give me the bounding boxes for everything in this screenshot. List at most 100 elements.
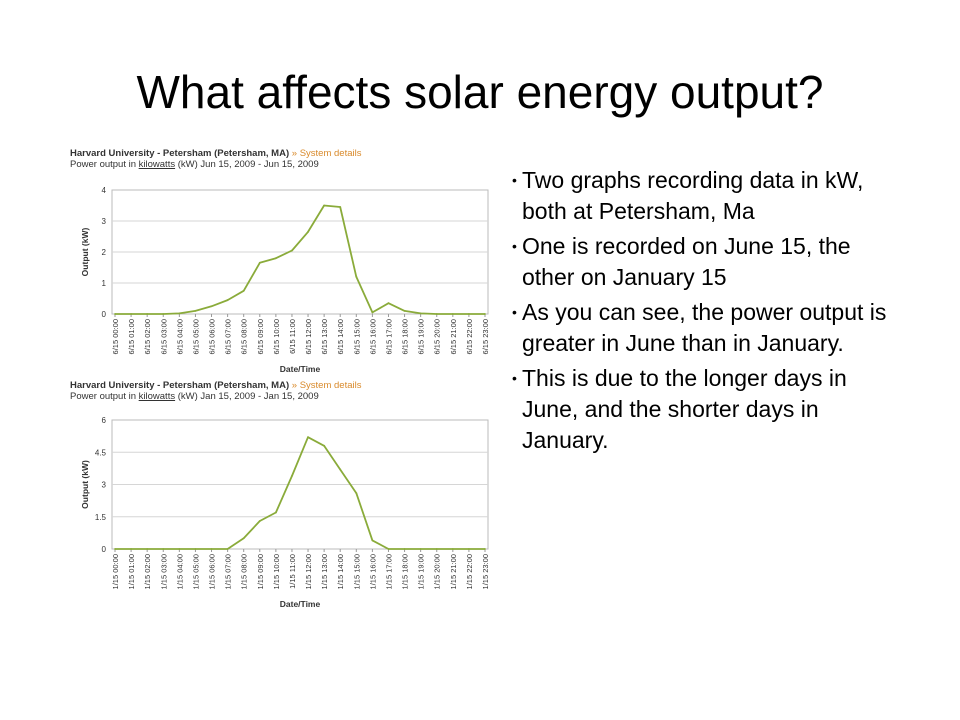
data-point (355, 492, 357, 494)
x-tick-label: 1/15 00:00 (111, 554, 120, 589)
january-chart-location: Harvard University - Petersham (Petersha… (70, 380, 289, 391)
x-tick-label: 1/15 14:00 (336, 554, 345, 589)
data-point (227, 299, 229, 301)
x-tick-label: 1/15 01:00 (127, 554, 136, 589)
data-point (146, 313, 148, 315)
data-point (178, 548, 180, 550)
data-point (436, 548, 438, 550)
x-tick-label: 1/15 10:00 (272, 554, 281, 589)
x-tick-label: 6/15 11:00 (288, 319, 297, 354)
y-tick-label: 0 (102, 310, 107, 319)
x-tick-label: 6/15 02:00 (143, 319, 152, 354)
data-point (420, 312, 422, 314)
x-tick-label: 6/15 14:00 (336, 319, 345, 354)
data-point (275, 257, 277, 259)
data-point (291, 475, 293, 477)
data-point (162, 313, 164, 315)
x-tick-label: 1/15 19:00 (417, 554, 426, 589)
x-axis-label: Date/Time (280, 599, 321, 609)
data-point (484, 548, 486, 550)
x-tick-label: 1/15 17:00 (384, 554, 393, 589)
data-point (243, 290, 245, 292)
data-point (275, 512, 277, 514)
y-tick-label: 1 (102, 279, 107, 288)
data-point (323, 445, 325, 447)
x-tick-label: 6/15 12:00 (304, 319, 313, 354)
x-tick-label: 6/15 21:00 (449, 319, 458, 354)
data-point (404, 548, 406, 550)
bullet-item: • As you can see, the power output is gre… (512, 297, 892, 359)
data-point (243, 537, 245, 539)
x-tick-label: 1/15 12:00 (304, 554, 313, 589)
x-tick-label: 6/15 18:00 (401, 319, 410, 354)
june-chart-subtitle: Power output in kilowatts (kW) Jun 15, 2… (70, 159, 495, 170)
x-tick-label: 6/15 20:00 (433, 319, 442, 354)
data-point (404, 310, 406, 312)
x-tick-label: 1/15 15:00 (352, 554, 361, 589)
x-tick-label: 6/15 23:00 (481, 319, 490, 354)
x-tick-label: 6/15 19:00 (417, 319, 426, 354)
data-point (227, 548, 229, 550)
data-point (388, 548, 390, 550)
january-system-details-link[interactable]: » System details (292, 380, 362, 391)
x-tick-label: 6/15 15:00 (352, 319, 361, 354)
x-tick-label: 1/15 02:00 (143, 554, 152, 589)
bullet-item: • One is recorded on June 15, the other o… (512, 231, 892, 293)
june-kilowatts-link[interactable]: kilowatts (139, 159, 175, 170)
data-point (452, 548, 454, 550)
data-point (355, 276, 357, 278)
x-tick-label: 1/15 16:00 (368, 554, 377, 589)
slide-title: What affects solar energy output? (0, 62, 960, 122)
x-tick-label: 6/15 22:00 (465, 319, 474, 354)
y-axis-label: Output (kW) (80, 460, 90, 509)
data-point (259, 520, 261, 522)
y-tick-label: 2 (102, 248, 107, 257)
x-tick-label: 6/15 06:00 (208, 319, 217, 354)
x-tick-label: 6/15 08:00 (240, 319, 249, 354)
data-point (162, 548, 164, 550)
data-point (307, 436, 309, 438)
x-axis-label: Date/Time (280, 364, 321, 372)
x-tick-label: 6/15 07:00 (224, 319, 233, 354)
data-point (371, 540, 373, 542)
data-point (452, 313, 454, 315)
x-tick-label: 1/15 07:00 (224, 554, 233, 589)
data-point (211, 305, 213, 307)
data-point (436, 313, 438, 315)
data-point (211, 548, 213, 550)
x-tick-label: 1/15 21:00 (449, 554, 458, 589)
x-tick-label: 6/15 13:00 (320, 319, 329, 354)
x-tick-label: 6/15 17:00 (384, 319, 393, 354)
x-tick-label: 1/15 18:00 (401, 554, 410, 589)
y-tick-label: 4.5 (95, 448, 107, 457)
x-tick-label: 1/15 09:00 (256, 554, 265, 589)
june-system-details-link[interactable]: » System details (292, 148, 362, 159)
x-tick-label: 1/15 11:00 (288, 554, 297, 589)
x-tick-label: 6/15 04:00 (175, 319, 184, 354)
x-tick-label: 1/15 13:00 (320, 554, 329, 589)
june-chart: 0 1 2 3 4 6/15 00:00 6/15 01:00 6/15 02:00 6/15 … (70, 172, 495, 372)
data-point (339, 469, 341, 471)
data-point (339, 206, 341, 208)
data-point (259, 262, 261, 264)
data-point (420, 548, 422, 550)
y-axis-label: Output (kW) (80, 228, 90, 277)
data-point (130, 548, 132, 550)
data-point (484, 313, 486, 315)
x-tick-label: 6/15 10:00 (272, 319, 281, 354)
june-chart-location: Harvard University - Petersham (Petersha… (70, 148, 289, 159)
data-point (468, 313, 470, 315)
bullet-item: • This is due to the longer days in June,… (512, 363, 892, 456)
x-tick-label: 1/15 06:00 (208, 554, 217, 589)
y-tick-label: 1.5 (95, 513, 107, 522)
y-tick-label: 6 (102, 416, 107, 425)
data-point (307, 231, 309, 233)
january-kilowatts-link[interactable]: kilowatts (139, 391, 175, 402)
data-point (371, 312, 373, 314)
x-tick-label: 1/15 03:00 (159, 554, 168, 589)
x-tick-label: 1/15 05:00 (191, 554, 200, 589)
data-point (468, 548, 470, 550)
june-chart-panel: Harvard University - Petersham (Petersha… (70, 148, 495, 373)
x-tick-label: 6/15 05:00 (191, 319, 200, 354)
data-point (323, 205, 325, 207)
